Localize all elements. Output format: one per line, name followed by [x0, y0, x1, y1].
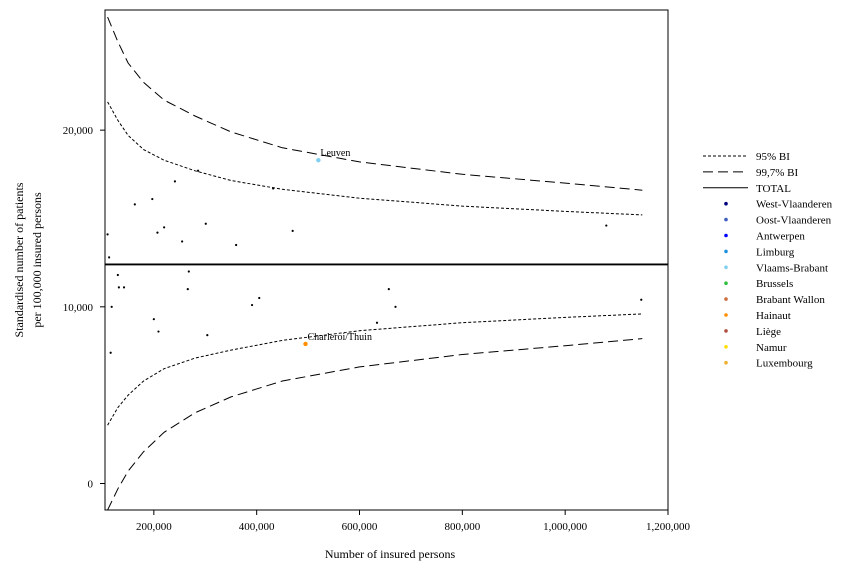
- plot-points: Charleroi/Thuin Leuven: [106, 148, 643, 354]
- y-axis-title-line-2: per 100,000 insured persons: [30, 192, 44, 328]
- data-point: [109, 351, 112, 354]
- y-tick-label: 0: [88, 478, 94, 490]
- data-point: [163, 226, 166, 229]
- legend-label: Namur: [756, 342, 787, 354]
- legend-swatch-dot: [724, 329, 728, 333]
- legend: 95% BI 99,7% BI TOTAL West-Vlaanderen Oost-V…: [703, 151, 833, 370]
- data-point: [106, 233, 109, 236]
- legend-label: Brussels: [756, 278, 793, 290]
- y-tick-label: 10,000: [63, 302, 94, 314]
- legend-swatch-dot: [724, 313, 728, 317]
- legend-label: TOTAL: [756, 183, 791, 195]
- data-point: [375, 321, 379, 324]
- data-point: [151, 197, 154, 201]
- legend-swatch-dot: [724, 265, 728, 270]
- legend-label: Vlaams-Brabant: [756, 262, 828, 274]
- data-point: [387, 288, 390, 291]
- data-point: [187, 270, 190, 273]
- y-axis-title-line-1: Standardised number of patients: [12, 182, 26, 337]
- data-point: [133, 203, 136, 206]
- legend-label: Liège: [756, 326, 781, 338]
- data-point: [186, 288, 189, 291]
- legend-label: Brabant Wallon: [756, 294, 825, 306]
- plot-lines: [105, 16, 668, 511]
- data-point: [181, 240, 184, 243]
- data-point: [157, 330, 160, 333]
- legend-swatch-dot: [724, 345, 728, 349]
- data-point: [204, 222, 207, 225]
- x-tick-label: 600,000: [342, 521, 378, 533]
- x-tick-label: 800,000: [444, 521, 480, 533]
- x-tick-label: 1,000,000: [543, 521, 588, 533]
- data-point: [173, 180, 177, 183]
- data-point: [156, 231, 159, 234]
- legend-swatch-dot: [724, 360, 728, 365]
- data-point: [110, 305, 113, 308]
- data-point: [640, 298, 643, 301]
- data-point: [206, 333, 209, 337]
- point-label: Leuven: [320, 148, 350, 159]
- legend-label: Limburg: [756, 246, 795, 258]
- data-point: [272, 187, 275, 190]
- x-tick-label: 200,000: [136, 521, 172, 533]
- legend-swatch-dot: [724, 233, 728, 238]
- x-axis-title: Number of insured persons: [325, 547, 456, 561]
- legend-label: Hainaut: [756, 310, 791, 322]
- data-point: [117, 286, 120, 289]
- data-point: [116, 273, 119, 277]
- data-point: [258, 296, 261, 300]
- plot-area: [104, 9, 669, 511]
- legend-label: Luxembourg: [756, 358, 813, 370]
- legend-swatch-dot: [724, 297, 728, 301]
- data-point: [122, 286, 126, 289]
- x-tick-label: 1,200,000: [646, 521, 691, 533]
- data-point: [250, 303, 254, 307]
- data-point: [303, 341, 308, 347]
- legend-swatch-dot: [724, 217, 728, 222]
- ci95-upper-line: [107, 101, 643, 216]
- legend-label: 95% BI: [756, 151, 790, 163]
- x-axis: 200,000 400,000 600,000 800,000 1,000,000 1,2…: [136, 510, 691, 533]
- data-point: [316, 157, 321, 163]
- data-point: [152, 318, 155, 321]
- y-tick-label: 20,000: [63, 125, 94, 137]
- legend-label: West-Vlaanderen: [756, 199, 833, 211]
- y-axis: 0 10,000 20,000: [63, 125, 105, 490]
- legend-label: Antwerpen: [756, 231, 805, 243]
- ci997-upper-line: [107, 16, 643, 191]
- ci95-lower-line: [107, 313, 643, 426]
- data-point: [108, 256, 111, 259]
- point-label: Charleroi/Thuin: [308, 332, 372, 343]
- data-point: [394, 305, 397, 308]
- legend-label: Oost-Vlaanderen: [756, 215, 832, 227]
- data-point: [605, 224, 608, 227]
- data-point: [235, 243, 238, 247]
- legend-label: 99,7% BI: [756, 167, 799, 179]
- legend-swatch-dot: [724, 201, 728, 206]
- x-tick-label: 400,000: [239, 521, 275, 533]
- data-point: [196, 169, 200, 172]
- legend-swatch-dot: [724, 249, 728, 254]
- data-point: [291, 229, 294, 232]
- ci997-lower-line: [107, 338, 643, 511]
- legend-swatch-dot: [724, 281, 728, 286]
